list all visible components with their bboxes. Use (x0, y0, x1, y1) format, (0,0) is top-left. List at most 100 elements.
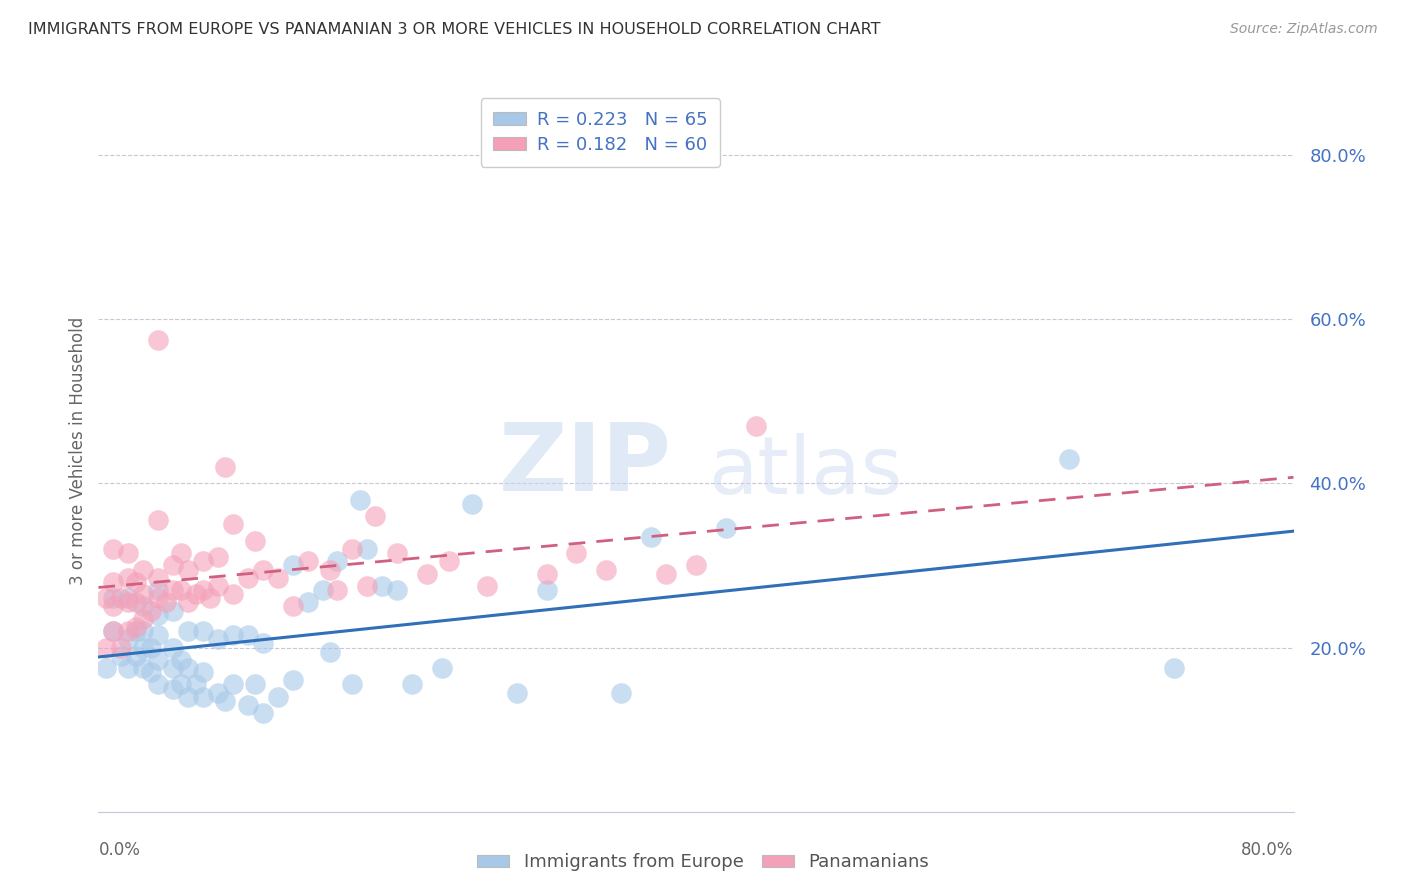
Point (177, 562, 200, 576)
Point (132, 562, 155, 576)
Point (117, 571, 139, 585)
Point (117, 591, 139, 606)
Point (94, 661, 117, 675)
Point (125, 574, 148, 589)
Point (103, 599, 125, 614)
Point (177, 595, 200, 609)
Point (148, 628, 170, 642)
Point (125, 648, 148, 663)
Point (148, 571, 170, 585)
Legend: R = 0.223   N = 65, R = 0.182   N = 60: R = 0.223 N = 65, R = 0.182 N = 60 (481, 98, 720, 167)
Point (117, 661, 139, 675)
Point (177, 661, 200, 675)
Point (169, 582, 191, 597)
Point (103, 591, 125, 606)
Point (349, 492, 371, 507)
Text: ZIP: ZIP (499, 419, 672, 511)
Point (475, 579, 498, 593)
Point (132, 640, 155, 655)
Point (200, 591, 222, 606)
Point (103, 574, 125, 589)
Point (439, 554, 461, 568)
Point (110, 640, 132, 655)
Point (319, 562, 342, 576)
Point (356, 579, 378, 593)
Point (311, 582, 333, 597)
Point (162, 558, 184, 573)
Point (169, 546, 191, 560)
Point (148, 653, 170, 667)
Point (610, 686, 633, 700)
Point (110, 648, 132, 663)
Text: IMMIGRANTS FROM EUROPE VS PANAMANIAN 3 OR MORE VEHICLES IN HOUSEHOLD CORRELATION: IMMIGRANTS FROM EUROPE VS PANAMANIAN 3 O… (28, 22, 880, 37)
Point (342, 541, 364, 556)
Point (132, 612, 155, 626)
Point (117, 546, 139, 560)
Point (595, 562, 617, 576)
Point (640, 530, 662, 544)
Point (385, 546, 409, 560)
Point (117, 624, 139, 639)
Point (139, 603, 162, 617)
Point (236, 571, 259, 585)
Point (103, 541, 125, 556)
Point (148, 513, 170, 527)
Point (356, 541, 378, 556)
Point (117, 595, 139, 609)
Point (94, 640, 117, 655)
Point (222, 587, 245, 601)
Point (565, 546, 588, 560)
Point (132, 587, 155, 601)
Point (148, 607, 170, 622)
Point (401, 677, 423, 691)
Point (184, 677, 207, 691)
Point (191, 690, 214, 704)
Legend: Immigrants from Europe, Panamanians: Immigrants from Europe, Panamanians (470, 847, 936, 879)
Point (326, 582, 349, 597)
Text: Source: ZipAtlas.com: Source: ZipAtlas.com (1230, 22, 1378, 37)
Point (177, 690, 200, 704)
Point (125, 595, 148, 609)
Point (103, 624, 125, 639)
Point (184, 587, 207, 601)
Point (155, 595, 177, 609)
Point (297, 595, 319, 609)
Point (148, 677, 170, 691)
Point (685, 558, 707, 573)
Text: 80.0%: 80.0% (1241, 840, 1294, 859)
Point (416, 566, 439, 581)
Point (191, 554, 214, 568)
Point (745, 418, 768, 433)
Point (267, 690, 290, 704)
Point (1163, 661, 1185, 675)
Point (267, 571, 290, 585)
Point (191, 582, 214, 597)
Point (177, 624, 200, 639)
Point (236, 628, 259, 642)
Point (207, 579, 229, 593)
Point (252, 706, 274, 721)
Point (207, 632, 229, 647)
Point (148, 333, 170, 347)
Point (297, 554, 319, 568)
Point (169, 677, 191, 691)
Point (281, 558, 304, 573)
Point (245, 677, 267, 691)
Point (252, 636, 274, 650)
Text: atlas: atlas (709, 434, 903, 511)
Point (132, 599, 155, 614)
Point (281, 599, 304, 614)
Point (162, 681, 184, 696)
Point (162, 640, 184, 655)
Point (222, 517, 245, 532)
Point (461, 497, 484, 511)
Point (169, 653, 191, 667)
Point (506, 686, 529, 700)
Point (94, 591, 117, 606)
Point (385, 582, 409, 597)
Point (342, 677, 364, 691)
Point (281, 673, 304, 688)
Point (214, 694, 236, 708)
Point (191, 665, 214, 680)
Point (132, 624, 155, 639)
